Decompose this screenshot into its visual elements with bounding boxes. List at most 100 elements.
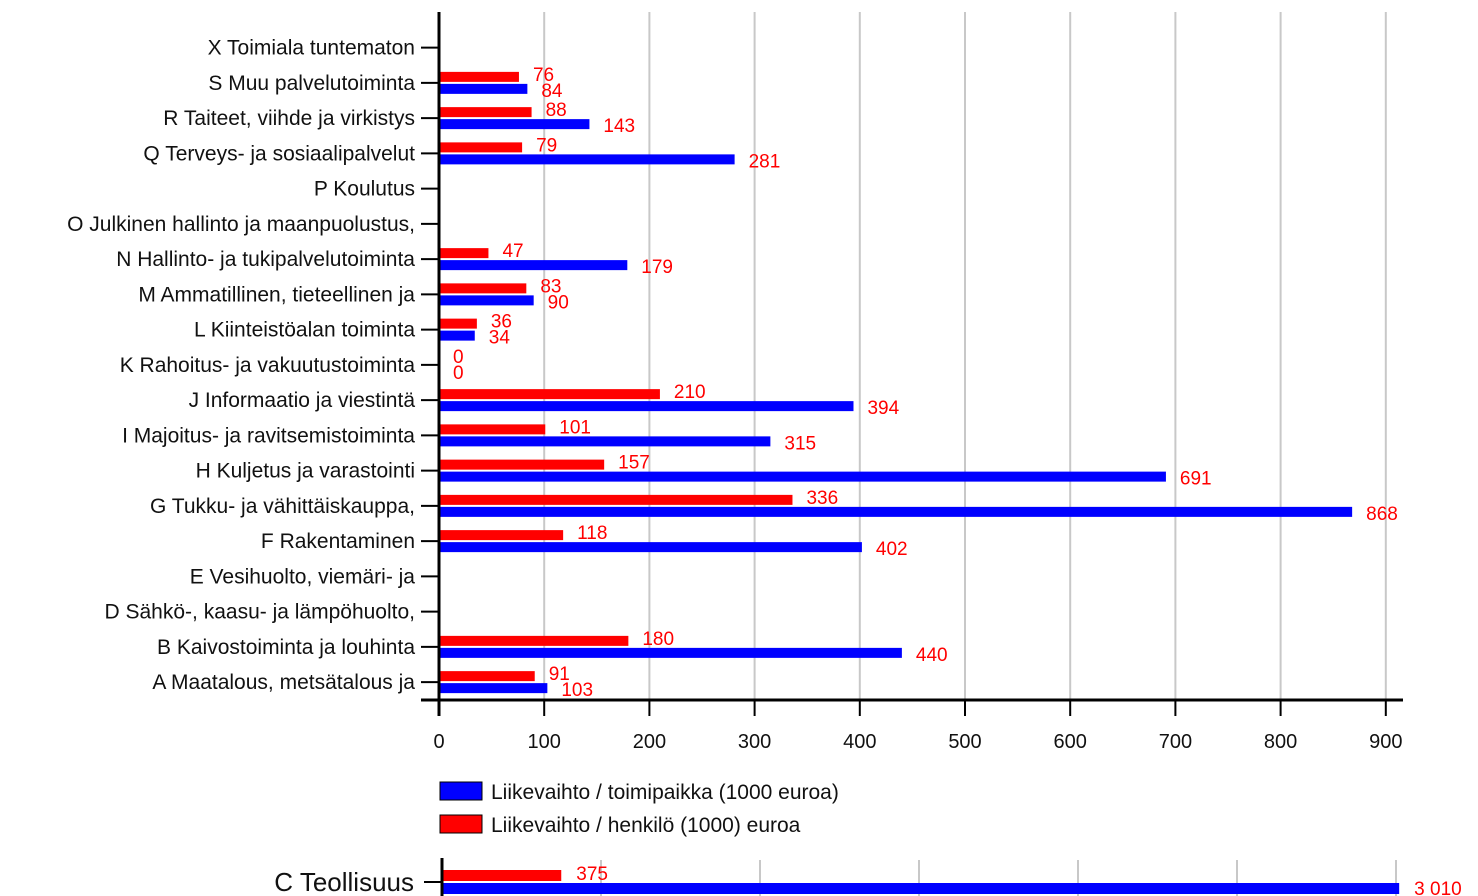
category-label: M Ammatillinen, tieteellinen ja: [138, 283, 415, 306]
value-label: 440: [916, 645, 948, 666]
x-tick-label: 400: [843, 731, 876, 753]
legend-label: Liikevaihto / henkilö (1000) euroa: [491, 814, 801, 837]
x-tick-label: 800: [1264, 731, 1297, 753]
bar-toimipaikka: [439, 119, 590, 130]
legend-label: Liikevaihto / toimipaikka (1000 euroa): [491, 781, 839, 804]
bar-henkilo: [439, 142, 523, 153]
bar-toimipaikka: [439, 683, 548, 694]
category-label: O Julkinen hallinto ja maanpuolustus,: [67, 213, 415, 236]
category-label: F Rakentaminen: [261, 530, 415, 553]
main-axes: [421, 12, 1403, 716]
bar-henkilo: [439, 318, 477, 329]
x-tick-label: 500: [948, 731, 981, 753]
category-label: P Koulutus: [314, 178, 415, 201]
legend: Liikevaihto / toimipaikka (1000 euroa) Li…: [439, 781, 839, 837]
value-label: 143: [603, 116, 635, 137]
x-tick-label: 300: [738, 731, 771, 753]
bar-toimipaikka: [439, 83, 528, 94]
value-label: 103: [561, 680, 593, 701]
bar-toimipaikka: [439, 471, 1166, 482]
x-tick-label: 0: [433, 731, 444, 753]
category-label: E Vesihuolto, viemäri- ja: [190, 565, 416, 588]
main-gridlines: [543, 12, 1387, 700]
value-label: 118: [577, 523, 607, 544]
category-label: X Toimiala tuntematon: [208, 37, 415, 60]
value-label: 402: [876, 539, 908, 560]
value-label: 0: [453, 347, 464, 368]
bar-henkilo: [439, 530, 564, 541]
bar-henkilo: [439, 71, 519, 82]
bar-henkilo: [442, 870, 562, 881]
category-label: I Majoitus- ja ravitsemistoiminta: [122, 424, 415, 447]
bar-toimipaikka: [439, 295, 534, 306]
bar-toimipaikka: [439, 542, 862, 553]
value-label: 47: [502, 241, 523, 262]
bar-toimipaikka: [439, 154, 735, 165]
main-bars: [439, 71, 1353, 694]
value-label: 34: [489, 328, 511, 349]
value-label: 91: [549, 664, 570, 685]
bar-toimipaikka: [439, 436, 771, 447]
category-label: C Teollisuus: [274, 867, 414, 896]
bar-toimipaikka: [439, 260, 628, 271]
category-label: J Informaatio ja viestintä: [189, 389, 416, 412]
bar-henkilo: [439, 389, 660, 400]
value-label: 88: [546, 100, 567, 121]
category-label: N Hallinto- ja tukipalvelutoiminta: [116, 248, 415, 271]
bar-henkilo: [439, 494, 793, 505]
main-category-labels: X Toimiala tuntematon S Muu palvelutoimin…: [67, 37, 415, 695]
c-teollisuus-chart: 375 3 010 C Teollisuus: [274, 858, 1462, 896]
bar-toimipaikka: [439, 647, 902, 658]
value-label: 691: [1180, 469, 1212, 490]
value-label: 101: [559, 417, 591, 438]
bar-henkilo: [439, 635, 629, 646]
x-tick-label: 200: [633, 731, 666, 753]
value-label: 179: [641, 257, 673, 278]
category-label: Q Terveys- ja sosiaalipalvelut: [143, 142, 415, 165]
category-label: D Sähkö-, kaasu- ja lämpöhuolto,: [105, 601, 416, 624]
bar-toimipaikka: [439, 401, 854, 412]
value-label: 157: [618, 453, 650, 474]
value-label: 868: [1366, 504, 1398, 525]
category-label: G Tukku- ja vähittäiskauppa,: [150, 495, 415, 518]
value-label: 394: [867, 398, 899, 419]
bar-toimipaikka: [439, 330, 475, 341]
category-label: S Muu palvelutoiminta: [208, 72, 415, 95]
main-x-tick-labels: 0 100 200 300 400 500 600 700 800 900: [433, 731, 1402, 753]
value-label: 0: [453, 363, 464, 384]
value-label: 180: [642, 629, 674, 650]
value-label: 3 010: [1414, 879, 1462, 896]
value-label: 83: [540, 276, 561, 297]
value-label: 281: [749, 151, 781, 172]
x-tick-label: 700: [1159, 731, 1192, 753]
bar-henkilo: [439, 424, 546, 435]
bar-henkilo: [439, 459, 605, 470]
x-tick-label: 900: [1369, 731, 1402, 753]
category-label: A Maatalous, metsätalous ja: [152, 671, 415, 694]
bar-henkilo: [439, 671, 535, 682]
value-label: 84: [541, 81, 563, 102]
bar-henkilo: [439, 283, 527, 294]
value-label: 210: [674, 382, 706, 403]
value-label: 90: [548, 292, 569, 313]
legend-swatch: [439, 814, 483, 834]
category-label: K Rahoitus- ja vakuutustoiminta: [120, 354, 416, 377]
bar-henkilo: [439, 107, 532, 118]
x-tick-label: 100: [528, 731, 561, 753]
bar-toimipaikka: [442, 883, 1400, 894]
category-label: L Kiinteistöalan toiminta: [194, 319, 415, 342]
value-label: 336: [806, 488, 838, 509]
category-label: R Taiteet, viihde ja virkistys: [163, 107, 415, 130]
category-label: H Kuljetus ja varastointi: [196, 460, 415, 483]
value-label: 375: [576, 864, 608, 885]
value-label: 36: [491, 312, 512, 333]
category-label: B Kaivostoiminta ja louhinta: [157, 636, 415, 659]
value-label: 79: [536, 135, 557, 156]
x-tick-label: 600: [1054, 731, 1087, 753]
value-label: 315: [784, 433, 816, 454]
legend-swatch: [439, 781, 483, 801]
value-label: 76: [533, 65, 554, 86]
bar-toimipaikka: [439, 506, 1353, 517]
